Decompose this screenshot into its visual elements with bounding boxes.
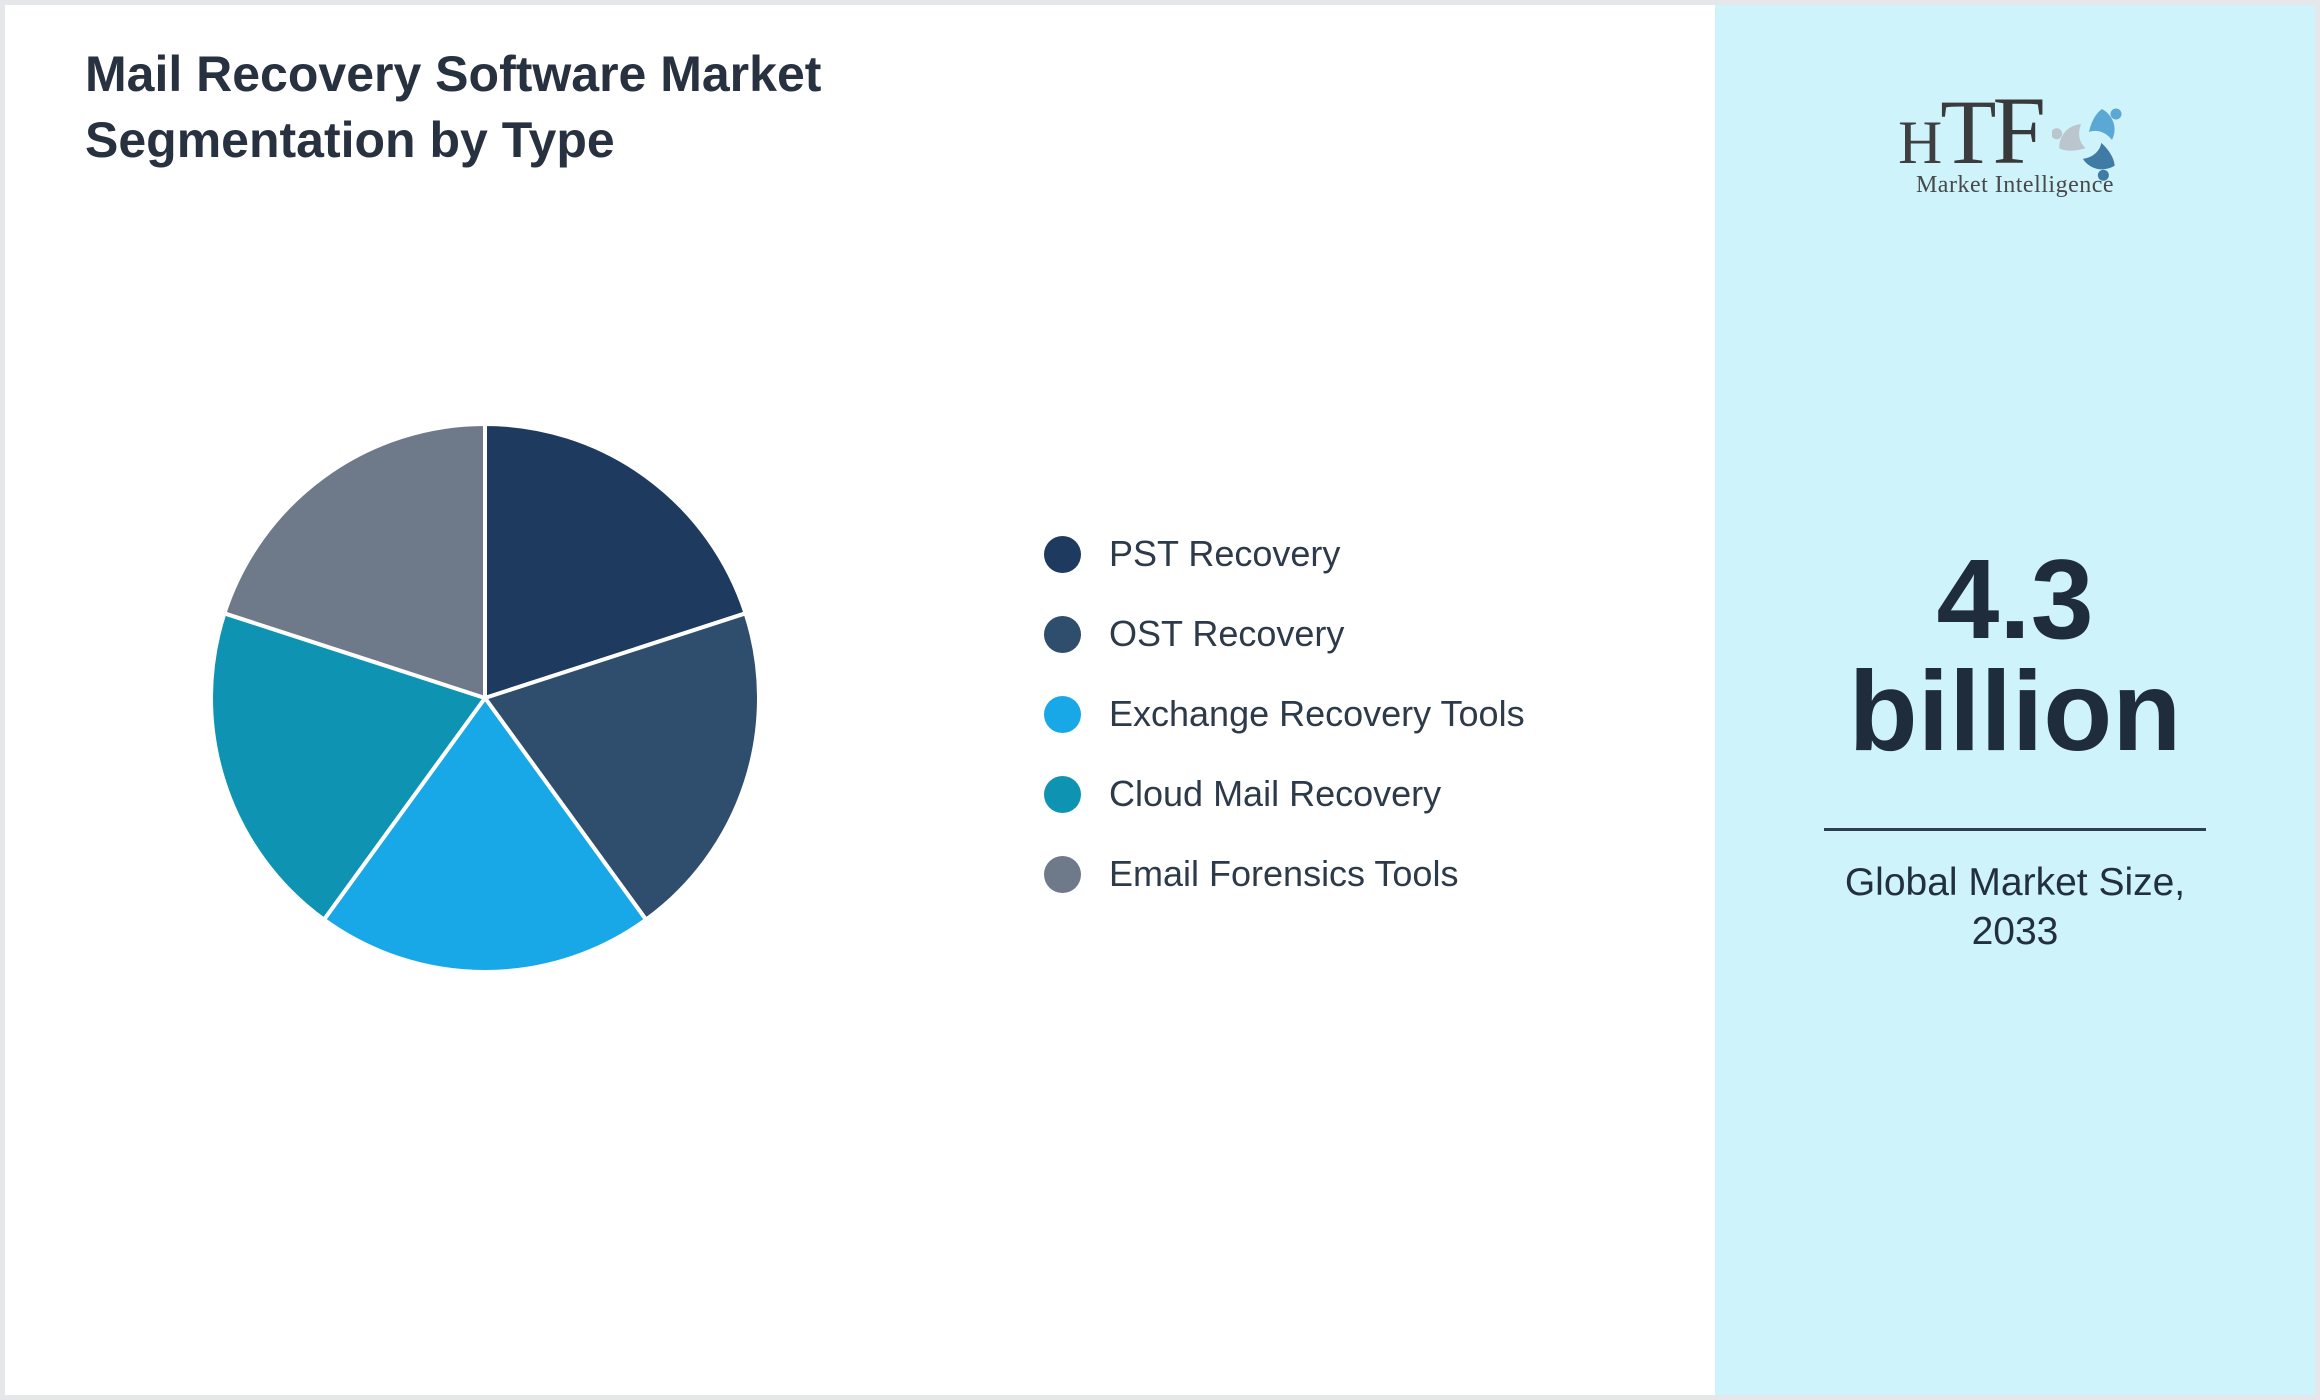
market-size-unit: billion xyxy=(1848,648,2182,774)
pie-slice-0 xyxy=(483,421,749,701)
divider-line xyxy=(1824,828,2206,831)
legend-label: Cloud Mail Recovery xyxy=(1109,773,1442,814)
logo-letter-f: F xyxy=(1992,77,2046,184)
htf-logo: H T F Market Intelligence xyxy=(1715,75,2315,199)
legend-label: Exchange Recovery Tools xyxy=(1109,693,1525,734)
legend-dot-icon xyxy=(1044,855,1081,893)
logo-letter-h: H xyxy=(1898,110,1943,177)
pie-slice-4 xyxy=(221,421,487,701)
logo-row: H T F xyxy=(1898,75,2132,186)
market-size-caption: Global Market Size, 2033 xyxy=(1715,858,2315,956)
pie-chart xyxy=(208,421,762,975)
dolphin-shape-0 xyxy=(2088,108,2122,140)
legend-item-1: OST Recovery xyxy=(1044,613,1525,655)
legend-item-0: PST Recovery xyxy=(1044,533,1525,575)
pie-slice-1 xyxy=(481,610,761,923)
sidebar: H T F Market Intelligence 4.3 billion Gl… xyxy=(1715,5,2315,1395)
pie-slice-3 xyxy=(209,610,489,923)
pie-slice-2 xyxy=(321,694,649,974)
legend-item-3: Cloud Mail Recovery xyxy=(1044,773,1525,815)
dolphin-swirl-icon xyxy=(2051,108,2122,181)
legend-label: OST Recovery xyxy=(1109,613,1345,654)
legend-dot-icon xyxy=(1044,775,1081,813)
pie-chart-svg xyxy=(209,421,761,974)
legend-dot-icon xyxy=(1044,615,1081,653)
legend-dot-icon xyxy=(1044,535,1081,573)
logo-subtitle: Market Intelligence xyxy=(1915,172,2115,198)
caption-line-1: Global Market Size, xyxy=(1844,861,2186,904)
logo-letter-t: T xyxy=(1940,81,1997,183)
dolphin-shape-1 xyxy=(2082,142,2115,181)
legend-item-4: Email Forensics Tools xyxy=(1044,853,1525,895)
caption-line-2: 2033 xyxy=(1971,910,2059,953)
dolphin-shape-2 xyxy=(2051,124,2086,151)
legend-dot-icon xyxy=(1044,695,1081,733)
market-size-value: 4.3 billion xyxy=(1715,536,2315,774)
chart-title: Mail Recovery Software Market Segmentati… xyxy=(85,46,822,168)
market-size-number: 4.3 xyxy=(1936,536,2094,662)
legend-label: Email Forensics Tools xyxy=(1109,853,1459,894)
legend: PST Recovery OST Recovery Exchange Recover… xyxy=(1044,533,1525,895)
legend-label: PST Recovery xyxy=(1109,533,1341,574)
legend-item-2: Exchange Recovery Tools xyxy=(1044,693,1525,735)
